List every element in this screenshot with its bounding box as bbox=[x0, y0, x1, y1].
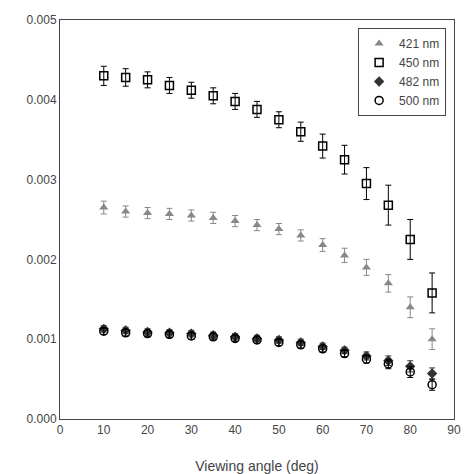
svg-text:0.000: 0.000 bbox=[27, 412, 57, 426]
svg-text:30: 30 bbox=[185, 423, 199, 437]
svg-text:0: 0 bbox=[57, 423, 64, 437]
svg-text:0.005: 0.005 bbox=[27, 13, 57, 27]
svg-text:10: 10 bbox=[97, 423, 111, 437]
svg-text:50: 50 bbox=[272, 423, 286, 437]
svg-text:0.004: 0.004 bbox=[27, 93, 57, 107]
svg-text:0.003: 0.003 bbox=[27, 173, 57, 187]
svg-text:20: 20 bbox=[141, 423, 155, 437]
svg-text:0.001: 0.001 bbox=[27, 332, 57, 346]
svg-text:70: 70 bbox=[360, 423, 374, 437]
svg-text:Viewing angle (deg): Viewing angle (deg) bbox=[195, 458, 319, 474]
svg-text:482 nm: 482 nm bbox=[399, 75, 439, 89]
svg-text:60: 60 bbox=[316, 423, 330, 437]
svg-text:0.002: 0.002 bbox=[27, 253, 57, 267]
svg-text:90: 90 bbox=[447, 423, 461, 437]
svg-text:450 nm: 450 nm bbox=[399, 56, 439, 70]
svg-text:500 nm: 500 nm bbox=[399, 94, 439, 108]
svg-text:40: 40 bbox=[228, 423, 242, 437]
svg-text:421 nm: 421 nm bbox=[399, 37, 439, 51]
svg-text:80: 80 bbox=[404, 423, 418, 437]
